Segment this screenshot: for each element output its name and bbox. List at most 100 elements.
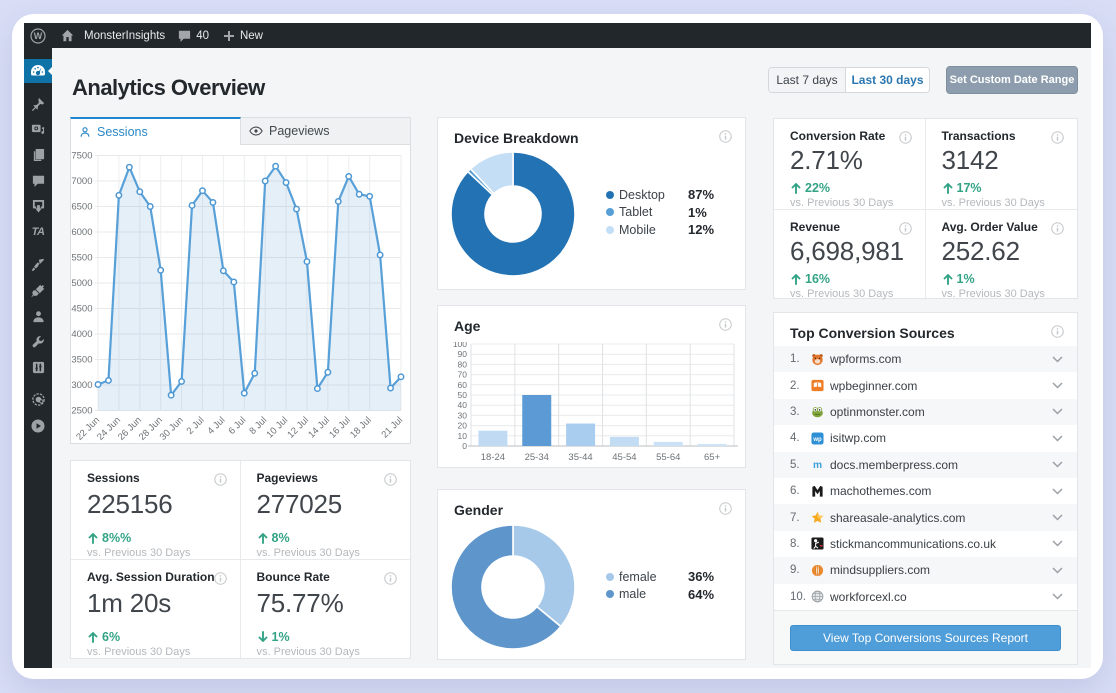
metric-card-conversion-rate: Conversion Rate 2.71% 22% vs. Previous 30 D… (774, 119, 926, 210)
arrow-up-icon (87, 532, 99, 544)
comments-icon (32, 175, 44, 187)
info-icon[interactable] (719, 502, 732, 520)
source-row-machothemes.com[interactable]: 6. machothemes.com (774, 478, 1077, 504)
metric-title: Revenue (790, 220, 841, 234)
svg-text:12 Jul: 12 Jul (285, 415, 311, 441)
svg-text:30: 30 (458, 410, 468, 420)
source-row-mindsuppliers.com[interactable]: 9. mindsuppliers.com (774, 557, 1077, 584)
arrow-down-icon (257, 631, 269, 643)
info-icon[interactable] (213, 473, 227, 491)
change-value: 16% (805, 272, 831, 286)
svg-text:4 Jul: 4 Jul (206, 415, 228, 437)
arrow-up-icon (790, 182, 802, 194)
arrow-up-icon-svg (791, 274, 801, 285)
sidebar-item-pages[interactable] (24, 143, 52, 168)
info-icon[interactable] (898, 222, 912, 240)
svg-text:35-44: 35-44 (568, 452, 592, 463)
chevron-down-icon[interactable] (1052, 540, 1063, 547)
media-icon (31, 124, 45, 134)
svg-text:W: W (34, 31, 43, 41)
wordpress-logo-icon[interactable]: W (30, 27, 46, 44)
legend-label: female (619, 569, 657, 584)
sidebar-item-users[interactable] (24, 304, 52, 329)
info-icon[interactable] (1051, 131, 1064, 149)
plus-icon (223, 30, 234, 41)
source-row-docs.memberpress.com[interactable]: 5. m docs.memberpress.com (774, 451, 1077, 478)
chevron-down-icon-svg (1052, 435, 1063, 442)
stickman-favicon (810, 537, 824, 551)
sidebar-item-posts[interactable] (24, 91, 52, 116)
chevron-down-icon-svg (1052, 567, 1063, 574)
sidebar-item-media[interactable] (24, 117, 52, 142)
chevron-down-icon[interactable] (1052, 356, 1063, 363)
chevron-down-icon[interactable] (1052, 461, 1063, 468)
sidebar-item-comments[interactable] (24, 168, 52, 193)
range-tab-last-30-days[interactable]: Last 30 days (845, 68, 929, 92)
info-icon[interactable] (384, 572, 397, 590)
svg-text:2500: 2500 (71, 406, 92, 417)
sidebar-item-plugin-logo[interactable] (24, 387, 52, 412)
chevron-down-icon[interactable] (1052, 593, 1063, 600)
source-row-wpbeginner.com[interactable]: 2. wpbeginner.com (774, 372, 1077, 398)
sidebar-item-settings[interactable] (24, 355, 52, 380)
chevron-down-icon[interactable] (1052, 408, 1063, 416)
wpbeginner-favicon-svg (810, 380, 824, 392)
tab-pageviews[interactable]: Pageviews (241, 117, 411, 145)
chevron-down-icon[interactable] (1052, 382, 1063, 389)
source-row-stickmancommunications.co.uk[interactable]: 8. stickmancommunications.co.uk (774, 531, 1077, 557)
info-icon[interactable] (384, 473, 397, 491)
source-domain: stickmancommunications.co.uk (830, 536, 997, 551)
comments-menu-item[interactable]: 40 (178, 30, 209, 42)
legend-row-tablet: Tablet 1% (606, 204, 736, 222)
source-row-isitwp.com[interactable]: 4. wp isitwp.com (774, 425, 1077, 451)
sidebar-item-tools[interactable] (24, 329, 52, 354)
sidebar-item-monsterinsights-active[interactable] (24, 59, 53, 83)
chevron-down-icon[interactable] (1052, 435, 1063, 442)
sidebar-item-ta[interactable]: TA (31, 225, 45, 238)
info-icon-svg (719, 502, 732, 515)
source-rank: 5. (790, 458, 800, 471)
legend-dot (606, 590, 614, 599)
info-icon[interactable] (1051, 325, 1064, 343)
source-rank: 1. (790, 353, 800, 366)
svg-text:14 Jul: 14 Jul (306, 415, 332, 441)
info-icon[interactable] (719, 318, 732, 336)
metric-change: 8% (257, 531, 397, 545)
sidebar-item-plugins[interactable] (24, 278, 52, 303)
arrow-up-icon-svg (943, 274, 952, 285)
set-custom-date-range-button[interactable]: Set Custom Date Range (946, 66, 1078, 94)
info-icon[interactable] (1051, 222, 1064, 240)
source-row-optinmonster.com[interactable]: 3. optinmonster.com (774, 398, 1077, 426)
chevron-down-icon[interactable] (1052, 567, 1063, 574)
new-menu-item[interactable]: New (223, 30, 263, 42)
metric-change: 8%% (87, 531, 226, 545)
metric-title: Sessions (87, 471, 140, 485)
gender-panel: Gender female 36% male 64% (437, 489, 746, 660)
info-icon-svg (384, 572, 397, 585)
metric-card-pageviews: Pageviews 277025 8% vs. Previous 30 Days (240, 461, 410, 560)
range-tab-last-7-days[interactable]: Last 7 days (769, 68, 845, 92)
eye-icon (249, 126, 263, 136)
traffic-tabs: Sessions Pageviews (70, 117, 411, 145)
mindsuppliers-favicon-svg (811, 564, 823, 576)
view-top-conversions-report-button[interactable]: View Top Conversions Sources Report (790, 625, 1061, 651)
chevron-down-icon[interactable] (1052, 488, 1063, 495)
tab-sessions[interactable]: Sessions (70, 117, 241, 145)
comment-bubble-icon (179, 30, 191, 42)
metric-note: vs. Previous 30 Days (256, 547, 360, 559)
source-row-workforcexl.co[interactable]: 10. workforcexl.co (774, 584, 1077, 610)
chevron-down-icon[interactable] (1052, 514, 1063, 521)
info-icon[interactable] (213, 572, 227, 590)
svg-text:21 Jul: 21 Jul (379, 415, 405, 441)
home-menu-item[interactable]: MonsterInsights (61, 29, 165, 42)
sidebar-item-downloads[interactable] (24, 194, 52, 219)
info-icon[interactable] (898, 131, 912, 149)
info-icon[interactable] (719, 130, 732, 148)
source-domain: shareasale-analytics.com (830, 510, 966, 525)
sidebar-item-appearance[interactable] (24, 253, 52, 278)
source-row-shareasale-analytics.com[interactable]: 7. shareasale-analytics.com (774, 504, 1077, 531)
site-name[interactable]: MonsterInsights (84, 29, 166, 42)
sidebar-item-video[interactable] (24, 414, 52, 439)
source-row-wpforms.com[interactable]: 1. wpforms.com (774, 346, 1077, 373)
arrow-up-icon-svg (943, 183, 952, 194)
